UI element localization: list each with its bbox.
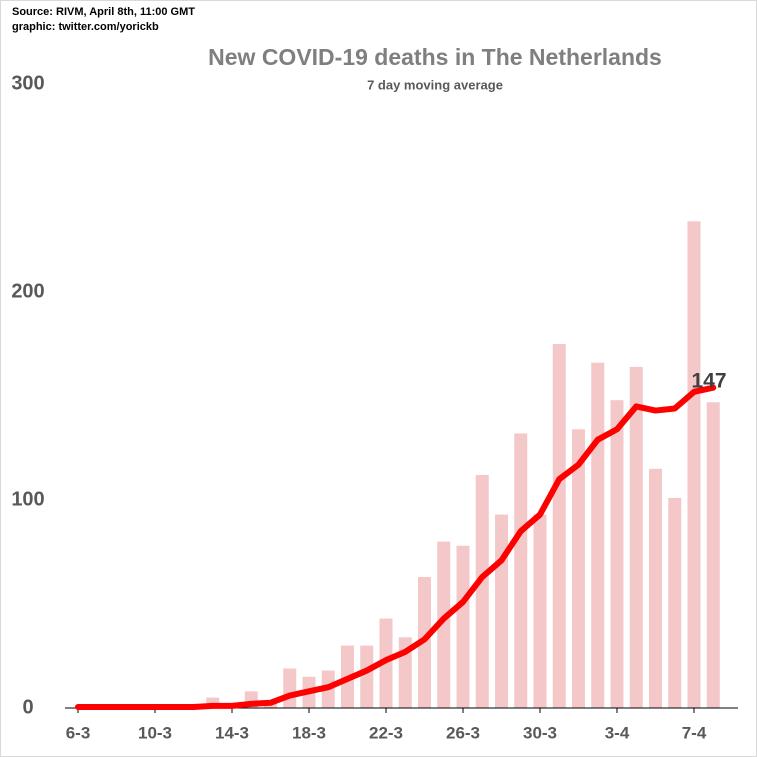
x-tick-label: 22-3 bbox=[369, 723, 403, 742]
x-tick-label: 3-4 bbox=[605, 723, 630, 742]
x-tick-label: 14-3 bbox=[215, 723, 249, 742]
bar bbox=[437, 541, 451, 708]
bar bbox=[552, 344, 566, 708]
bar bbox=[706, 402, 720, 708]
bar bbox=[456, 545, 470, 708]
y-tick-label: 0 bbox=[22, 696, 33, 718]
y-tick-label: 100 bbox=[11, 488, 44, 510]
x-tick-label: 6-3 bbox=[66, 723, 91, 742]
bar bbox=[495, 514, 508, 708]
credit: graphic: twitter.com/yorickb bbox=[12, 21, 159, 33]
bar bbox=[360, 645, 374, 708]
x-tick-label: 26-3 bbox=[446, 723, 480, 742]
bar bbox=[591, 362, 605, 708]
bar bbox=[629, 366, 643, 708]
chart-subtitle: 7 day moving average bbox=[367, 77, 503, 92]
bar bbox=[533, 514, 547, 708]
bar bbox=[668, 497, 682, 708]
bar bbox=[475, 475, 489, 708]
bar bbox=[610, 400, 624, 708]
source: Source: RIVM, April 8th, 11:00 GMT bbox=[12, 6, 195, 18]
x-tick-label: 30-3 bbox=[523, 723, 557, 742]
bar bbox=[206, 697, 220, 708]
bar bbox=[687, 221, 701, 708]
chart-title: New COVID-19 deaths in The Netherlands bbox=[208, 44, 662, 70]
x-tick-label: 18-3 bbox=[292, 723, 326, 742]
line bbox=[75, 384, 717, 710]
y-tick-label: 300 bbox=[11, 72, 44, 94]
annotation: 147 bbox=[691, 370, 726, 393]
bar bbox=[649, 468, 662, 708]
bar bbox=[283, 668, 297, 708]
bar bbox=[572, 429, 585, 708]
x-tick-label: 10-3 bbox=[138, 723, 172, 742]
bar bbox=[264, 703, 277, 708]
y-tick-label: 200 bbox=[11, 280, 44, 302]
bar bbox=[514, 433, 528, 708]
x-tick-label: 7-4 bbox=[682, 723, 707, 742]
